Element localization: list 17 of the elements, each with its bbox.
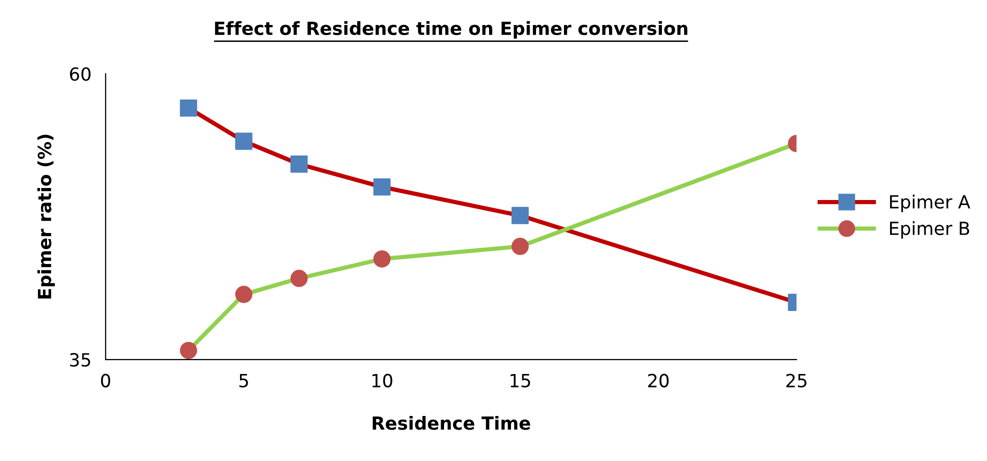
- legend-label: Epimer B: [890, 221, 970, 239]
- x-tick-label: 15: [510, 374, 530, 388]
- y-tick-label: 60: [70, 67, 91, 81]
- x-tick-label: 0: [101, 374, 110, 388]
- point: [180, 99, 198, 117]
- point: [290, 155, 308, 173]
- point: [373, 178, 391, 196]
- x-tick-label: 5: [239, 374, 248, 388]
- chart-title: Effect of Residence time on Epimer conversion: [215, 21, 688, 39]
- y-tick-label: 35: [70, 353, 90, 367]
- x-tick-label: 20: [648, 374, 669, 388]
- x-tick-label: 10: [372, 374, 392, 388]
- point: [235, 132, 252, 150]
- y-axis-title: Epimer ratio (%): [37, 134, 55, 298]
- legend-label: Epimer A: [890, 194, 970, 212]
- x-tick-label: 25: [786, 374, 806, 388]
- x-axis-title: Residence Time: [372, 416, 530, 430]
